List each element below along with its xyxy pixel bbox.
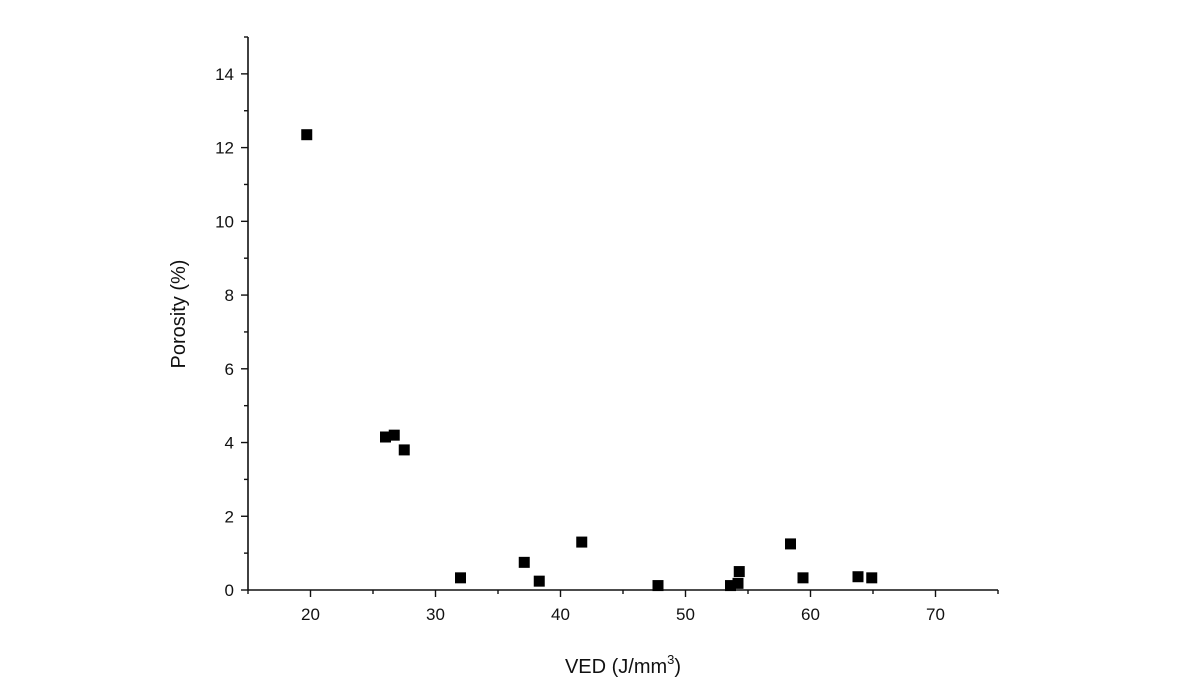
y-axis-ticks: 0 2 4 6 8 10 12 14 xyxy=(215,36,248,600)
x-axis-title-tail: ) xyxy=(674,656,681,678)
data-point xyxy=(797,572,809,584)
y-tick-label-6: 6 xyxy=(225,360,234,379)
data-point xyxy=(576,536,588,548)
x-tick-label-60: 60 xyxy=(801,605,820,624)
x-tick-label-50: 50 xyxy=(676,605,695,624)
data-point xyxy=(398,444,410,456)
data-point xyxy=(388,429,400,441)
y-tick-label-8: 8 xyxy=(225,286,234,305)
data-point xyxy=(733,566,745,578)
data-point xyxy=(533,575,545,587)
y-tick-label-4: 4 xyxy=(225,434,234,453)
data-point xyxy=(785,538,796,550)
x-tick-label-40: 40 xyxy=(551,605,570,624)
x-axis-title: VED (J/mm3) xyxy=(565,652,681,678)
x-axis-title-main: VED (J/mm xyxy=(565,656,667,678)
x-tick-label-70: 70 xyxy=(926,605,945,624)
plot-area xyxy=(247,37,998,591)
y-tick-label-14: 14 xyxy=(215,65,234,84)
x-tick-label-20: 20 xyxy=(301,605,320,624)
data-point xyxy=(866,572,878,584)
data-points xyxy=(301,129,878,592)
data-point xyxy=(380,431,391,443)
y-tick-label-0: 0 xyxy=(225,581,234,600)
x-axis-title-superscript: 3 xyxy=(667,652,674,667)
data-point xyxy=(518,556,530,568)
x-tick-label-30: 30 xyxy=(426,605,445,624)
y-tick-label-10: 10 xyxy=(215,212,234,231)
data-point xyxy=(455,572,466,584)
data-point xyxy=(725,580,736,592)
data-point xyxy=(732,577,744,589)
y-tick-label-12: 12 xyxy=(215,139,234,158)
data-point xyxy=(852,571,864,583)
y-axis-title: Porosity (%) xyxy=(168,260,190,369)
x-axis-ticks: 20 30 40 50 60 70 xyxy=(247,590,999,624)
data-point xyxy=(652,580,664,592)
y-tick-label-2: 2 xyxy=(225,507,234,526)
data-point xyxy=(301,129,313,141)
